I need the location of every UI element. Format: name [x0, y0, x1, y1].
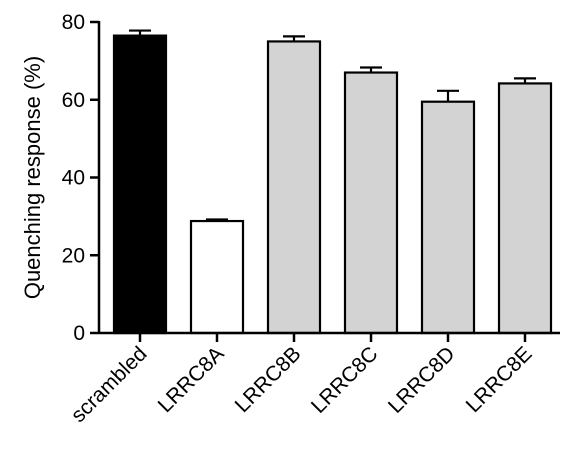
bar-lrrc8b: [266, 40, 322, 335]
y-ticks-group: 0 20 40 60 80: [62, 11, 99, 345]
x-tick-label-lrrc8c: LRRC8C: [307, 342, 383, 418]
y-tick-label-60: 60: [62, 89, 85, 112]
y-tick-label-80: 80: [62, 11, 85, 34]
x-tick-label-lrrc8e: LRRC8E: [462, 342, 537, 417]
bars-group: [112, 34, 553, 335]
x-tick-label-scrambled: scrambled: [67, 342, 152, 427]
y-axis-title: Quenching response (%): [20, 56, 45, 299]
x-tick-label-lrrc8a: LRRC8A: [154, 342, 229, 417]
bar-lrrc8e: [497, 82, 553, 335]
x-labels-group: scrambled LRRC8A LRRC8B LRRC8C LRRC8D LRRC8E: [67, 333, 537, 427]
y-tick-label-40: 40: [62, 167, 85, 190]
y-tick-label-0: 0: [73, 322, 85, 345]
bar-lrrc8a: [189, 219, 245, 335]
x-tick-label-lrrc8b: LRRC8B: [231, 342, 306, 417]
bar-lrrc8c: [343, 71, 399, 335]
y-tick-label-20: 20: [62, 244, 85, 267]
error-bars-group: [129, 29, 536, 222]
bar-lrrc8d: [420, 100, 476, 335]
bar-scrambled: [112, 34, 168, 335]
x-tick-label-lrrc8d: LRRC8D: [384, 342, 460, 418]
